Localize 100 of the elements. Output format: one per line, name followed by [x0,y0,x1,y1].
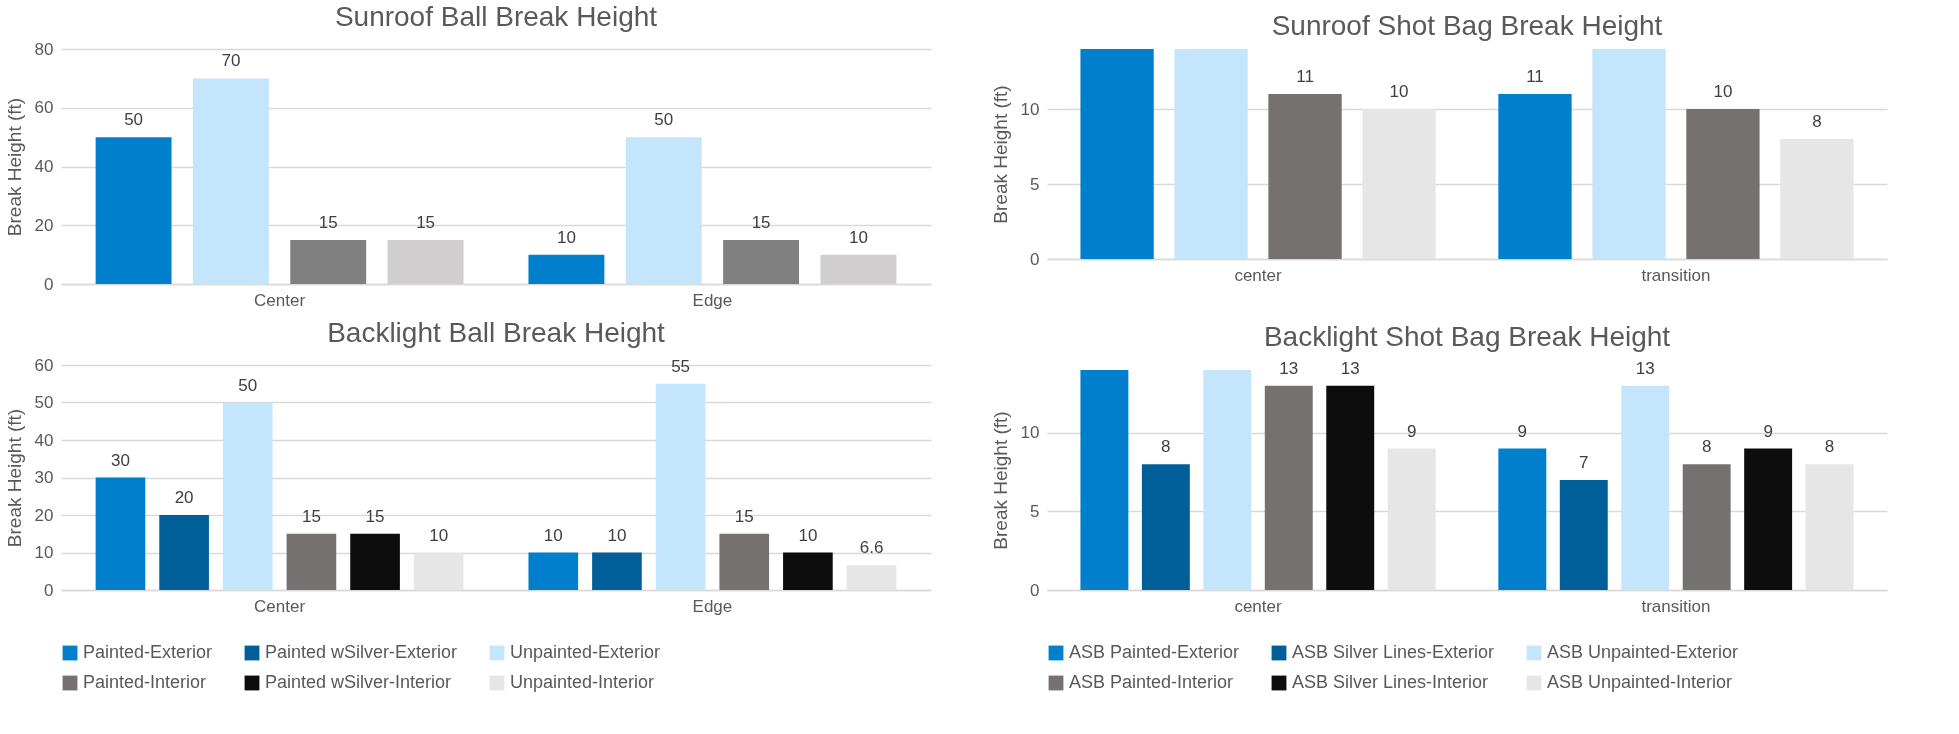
bar [1592,49,1666,259]
y-tick-label: 5 [1030,501,1040,521]
y-tick-label: 0 [44,274,54,294]
y-axis-title: Break Height (ft) [989,411,1011,550]
data-label: 8 [1701,437,1712,457]
legend-label: ASB Unpainted-Interior [1547,672,1733,692]
x-tick-label: transition [1641,265,1711,285]
legend-label: Painted-Interior [83,672,207,692]
legend-label: Painted wSilver-Exterior [265,642,458,662]
bar [350,533,400,590]
data-label: 70 [221,51,241,71]
legend-label: Painted-Exterior [83,642,213,662]
data-label: 15 [318,212,338,232]
y-tick-label: 0 [44,580,54,600]
data-label: 11 [1296,67,1314,86]
y-axis-title: Break Height (ft) [3,408,25,548]
bar [719,533,770,590]
bar [1326,385,1375,590]
x-tick-label: transition [1641,596,1711,616]
bar [1805,464,1854,590]
data-label: 8 [1824,437,1835,457]
bar [625,137,702,284]
bar [1080,370,1129,590]
data-label: 10 [429,525,449,545]
y-tick-label: 10 [1020,423,1040,443]
data-label: 30 [110,450,130,470]
data-label: 6.6 [859,538,884,558]
data-label: 11 [1526,67,1544,86]
data-label: 10 [1389,82,1409,101]
bar [290,239,367,284]
data-label: 10 [1713,82,1733,101]
y-tick-label: 80 [34,39,54,59]
data-label: 15 [751,212,771,232]
data-label: 55 [671,356,691,376]
bar [1174,49,1248,259]
bar [192,78,269,284]
bar [1387,448,1436,590]
bar [846,565,897,590]
bar [655,383,706,590]
y-tick-label: 40 [34,430,54,450]
bar [1203,370,1252,590]
y-tick-label: 50 [34,393,54,412]
bar [783,552,833,590]
bar [1744,448,1793,590]
bar [1362,109,1436,259]
bar [528,552,579,590]
y-tick-label: 60 [34,98,54,118]
legend-label: Painted wSilver-Interior [265,672,452,692]
data-label: 50 [238,375,258,395]
bar [1498,448,1547,590]
y-tick-label: 10 [1020,99,1040,119]
x-tick-label: Edge [692,596,733,616]
bar [1080,49,1154,259]
data-label: 15 [416,212,436,232]
x-tick-label: Center [254,290,306,310]
legend-label: ASB Painted-Exterior [1069,642,1240,662]
bar [159,515,209,590]
data-label: 15 [734,506,754,526]
data-label: 10 [848,227,868,247]
data-label: 20 [174,488,194,507]
data-label: 13 [1340,358,1360,378]
bar [592,552,642,590]
legend-label: Unpainted-Interior [510,672,655,692]
bar [1780,139,1854,259]
x-tick-label: center [1234,265,1283,285]
bar [1559,480,1608,590]
bar [1264,385,1313,590]
data-label: 7 [1579,453,1589,472]
legend-label: ASB Unpainted-Exterior [1547,642,1739,662]
bar [528,254,605,284]
y-tick-label: 0 [1030,580,1040,600]
y-tick-label: 0 [1030,249,1040,269]
data-label: 13 [1279,358,1299,378]
bar [413,552,464,590]
bar [95,137,172,284]
x-tick-label: Edge [692,290,733,310]
y-tick-label: 40 [34,157,54,176]
data-label: 8 [1812,112,1822,131]
y-axis-title: Break Height (ft) [3,97,25,237]
bar [286,533,337,590]
bar [95,477,146,590]
legend-label: ASB Silver Lines-Exterior [1292,642,1495,662]
y-tick-label: 5 [1030,174,1040,194]
data-label: 9 [1517,421,1528,441]
data-label: 10 [543,525,563,545]
y-axis-title: Break Height (ft) [989,85,1011,224]
data-label: 10 [607,525,627,545]
x-tick-label: Center [254,596,306,616]
data-label: 10 [798,525,818,545]
chart-title: Sunroof Ball Break Height [334,1,658,32]
legend-label: Unpainted-Exterior [510,642,661,662]
y-tick-label: 10 [34,543,54,562]
data-label: 10 [556,227,576,247]
chart-title: Backlight Shot Bag Break Height [1263,320,1671,352]
data-label: 9 [1406,421,1417,441]
x-tick-label: center [1234,596,1283,616]
bar [1141,464,1190,590]
y-tick-label: 20 [34,505,54,525]
data-label: 15 [365,506,385,526]
y-tick-label: 60 [34,355,54,375]
